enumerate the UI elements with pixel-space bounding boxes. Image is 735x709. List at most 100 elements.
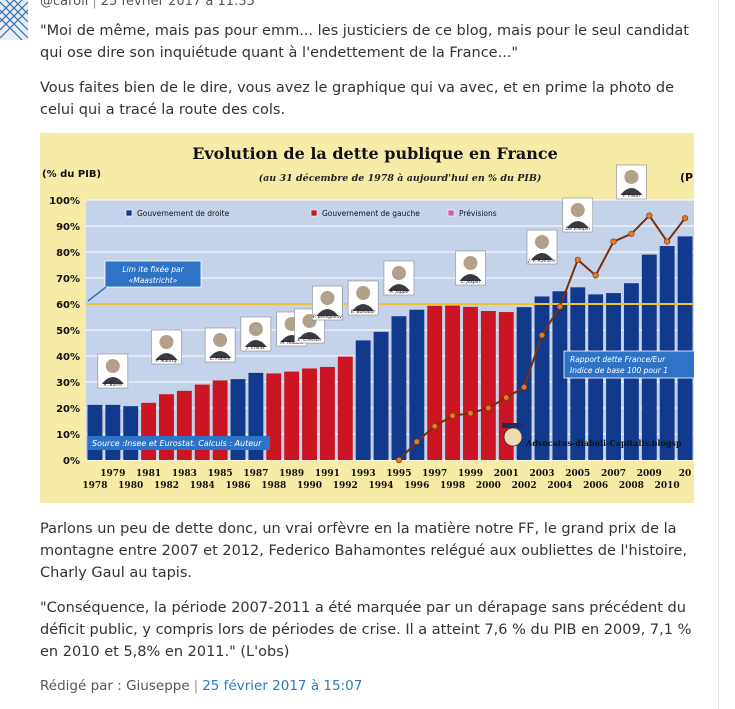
portrait-body — [244, 340, 267, 347]
x-tick-label: 1998 — [440, 481, 465, 491]
x-tick-label: 1997 — [422, 469, 447, 479]
debt-chart: Evolution de la dette publique en France… — [40, 133, 699, 503]
corner-label: (P — [680, 171, 693, 184]
legend-swatch — [310, 209, 318, 217]
legend-label: Prévisions — [459, 209, 497, 218]
x-tick-label: 2007 — [601, 469, 626, 479]
watermark-figure — [503, 427, 523, 447]
ratio-point — [574, 256, 581, 263]
x-tick-label: 1992 — [333, 481, 358, 491]
portrait-body — [566, 221, 589, 228]
paragraph-debt: Parlons un peu de dette donc, un vrai or… — [40, 521, 688, 581]
footer-permalink[interactable]: 25 février 2017 à 15:07 — [202, 678, 363, 694]
x-tick-label: 1987 — [243, 469, 268, 479]
bar — [480, 311, 496, 460]
x-tick-label: 20 — [679, 469, 692, 479]
x-tick-label: 2008 — [619, 481, 644, 491]
limit-label-line1: Lim ite fixée par — [122, 265, 184, 274]
portrait-caption: P. Mauroy — [156, 358, 178, 364]
y-tick-label: 20% — [56, 404, 80, 415]
comment-author[interactable]: @caroll — [40, 0, 89, 9]
chart-subtitle: (au 31 décembre de 1978 à aujourd'hui en… — [259, 173, 542, 184]
portrait-face — [463, 256, 478, 270]
x-tick-label: 1986 — [225, 481, 250, 491]
footer-author: Rédigé par : Giuseppe — [40, 678, 190, 694]
x-tick-label: 1999 — [458, 469, 483, 479]
ratio-point — [413, 438, 420, 445]
portrait-face — [105, 359, 120, 373]
portrait-caption: P. Bérégovoy — [313, 313, 342, 320]
bar — [266, 373, 282, 460]
bar — [284, 371, 300, 460]
x-tick-label: 1995 — [386, 469, 411, 479]
y-tick-label: 60% — [56, 300, 80, 311]
ratio-label-line1: Rapport dette France/Eur — [570, 355, 666, 364]
bar — [355, 340, 371, 460]
bar — [123, 406, 139, 460]
comment-footer: Rédigé par : Giuseppe | 25 février 2017 à … — [40, 678, 363, 694]
ratio-point — [628, 230, 635, 237]
ratio-point — [485, 404, 492, 412]
ratio-point — [592, 272, 599, 279]
legend-swatch — [447, 209, 455, 217]
paragraph-quote-lobs: "Conséquence, la période 2007-2011 a été… — [40, 600, 692, 660]
portrait-caption: L. Fabius — [210, 356, 231, 362]
x-tick-label: 1989 — [279, 469, 304, 479]
x-tick-label: 2009 — [637, 469, 662, 479]
portrait-body — [298, 332, 321, 339]
y-tick-label: 90% — [56, 222, 80, 233]
ratio-point — [467, 410, 474, 417]
y-tick-label: 80% — [56, 248, 80, 259]
y-tick-label: 70% — [56, 274, 80, 285]
portrait-caption: E. Cresson — [298, 337, 322, 343]
x-tick-label: 2001 — [494, 469, 519, 479]
portrait-body — [531, 253, 553, 260]
bar — [445, 305, 461, 460]
x-tick-label: 1993 — [351, 469, 376, 479]
portrait-face — [624, 170, 639, 184]
x-tick-label: 1988 — [261, 481, 286, 491]
portrait-body — [459, 274, 482, 281]
bar — [159, 394, 174, 460]
quoted-text: "Moi de même, mais pas pour emm... les j… — [40, 23, 689, 61]
x-tick-label: 1980 — [118, 481, 143, 491]
bar — [141, 402, 157, 460]
ratio-point — [556, 303, 563, 310]
portrait-face — [159, 335, 174, 349]
comment-date[interactable]: 25 février 2017 à 11:35 — [100, 0, 255, 9]
portrait-caption: J.-P. Raffarin — [527, 258, 555, 264]
bar — [337, 356, 353, 460]
portrait-face — [535, 235, 549, 249]
bar — [105, 404, 121, 460]
portrait-caption: L. Jospin — [461, 279, 480, 285]
y-tick-label: 0% — [63, 456, 80, 467]
x-tick-label: 1994 — [369, 481, 394, 491]
watermark-hat — [502, 423, 524, 428]
ratio-point — [431, 423, 438, 430]
y-tick-label: 40% — [56, 352, 80, 363]
ratio-point — [538, 332, 546, 339]
limit-label-line2: «Maastricht» — [129, 276, 178, 285]
comment-meta: @caroll | 25 février 2017 à 11:35 — [40, 0, 255, 9]
x-tick-label: 1983 — [172, 469, 197, 479]
bar — [409, 309, 425, 460]
bar — [463, 306, 478, 460]
ratio-point — [395, 456, 403, 464]
x-tick-label: 1982 — [154, 481, 179, 491]
portrait-caption: J. Chirac — [246, 345, 266, 351]
bar — [677, 236, 693, 460]
portrait-face — [213, 333, 228, 347]
x-tick-label: 2005 — [565, 469, 590, 479]
ratio-point — [681, 215, 689, 222]
portrait-body — [387, 284, 410, 291]
x-tick-label: 2004 — [547, 481, 572, 491]
portrait-caption: De Villepin — [566, 226, 590, 232]
avatar[interactable] — [0, 0, 28, 40]
ratio-point — [503, 394, 510, 401]
portrait-body — [101, 377, 124, 384]
portrait-caption: M. Rocard — [280, 340, 303, 346]
limit-label-box — [104, 260, 202, 288]
portrait-face — [320, 291, 335, 305]
portrait-body — [209, 351, 232, 358]
source-box — [88, 436, 270, 450]
